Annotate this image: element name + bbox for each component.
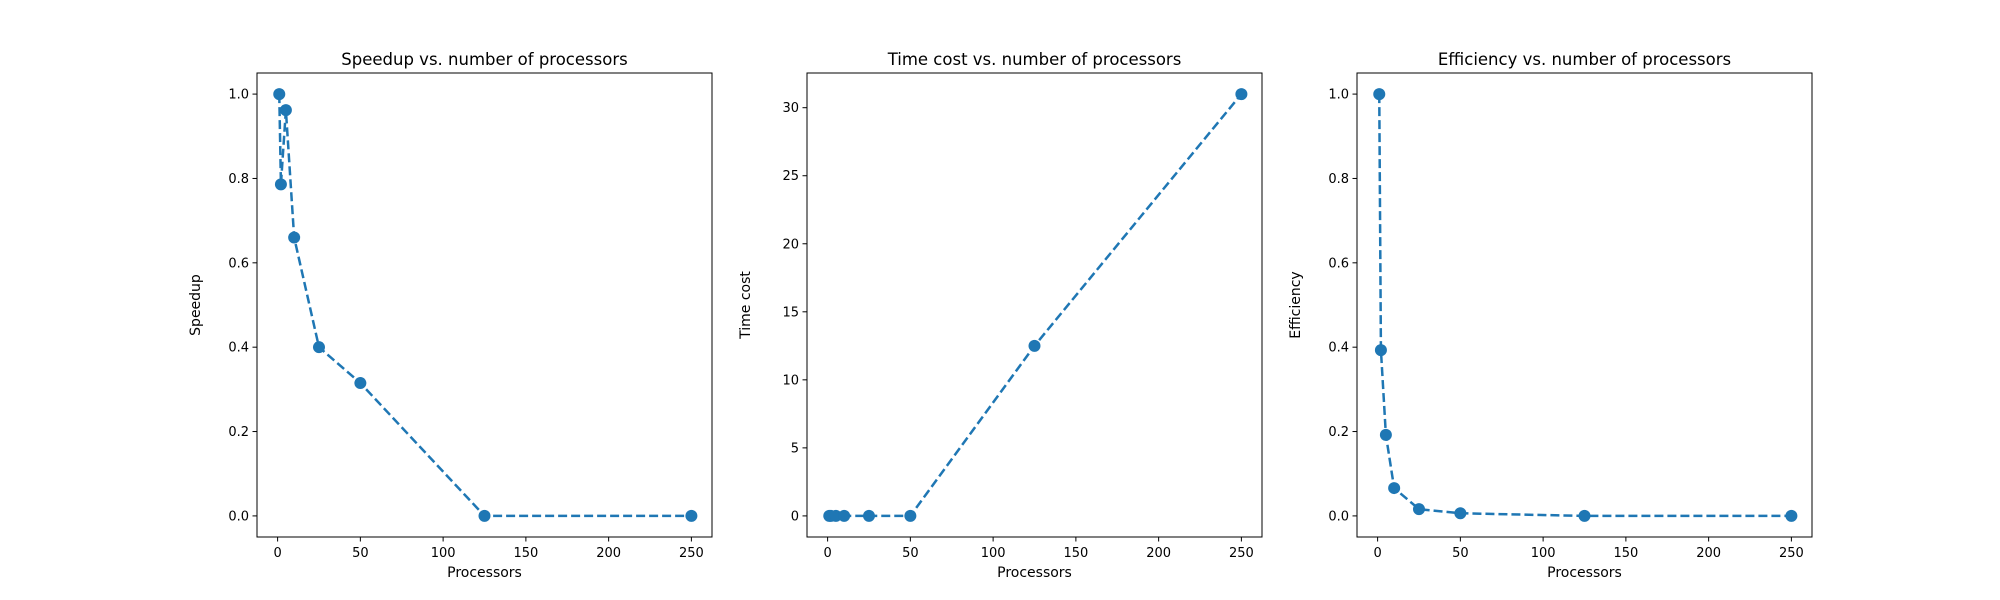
y-tick-label: 25 xyxy=(782,169,799,184)
y-tick-label: 0.4 xyxy=(1328,341,1349,356)
x-tick-label: 0 xyxy=(823,546,831,561)
data-point xyxy=(685,509,698,522)
data-point xyxy=(274,178,287,191)
data-point xyxy=(354,377,367,390)
x-tick-label: 100 xyxy=(431,546,456,561)
series-line xyxy=(1378,94,1792,518)
plot-frame xyxy=(256,72,713,538)
y-tick-label: 0.8 xyxy=(228,172,249,187)
data-point xyxy=(1028,339,1041,352)
x-tick-label: 50 xyxy=(1452,546,1469,561)
x-tick-label: 200 xyxy=(1146,546,1171,561)
data-point xyxy=(862,509,875,522)
x-tick-label: 50 xyxy=(902,546,919,561)
data-point xyxy=(829,509,842,522)
y-tick-label: 20 xyxy=(782,237,799,252)
data-point xyxy=(273,88,286,101)
y-tick-label: 0.0 xyxy=(228,509,249,524)
y-axis-label: Efficiency xyxy=(1288,271,1304,338)
x-tick-label: 250 xyxy=(679,546,704,561)
x-tick-label: 100 xyxy=(981,546,1006,561)
y-tick-label: 0.2 xyxy=(228,425,249,440)
subplot-speedup: Speedup vs. number of processors Process… xyxy=(188,50,713,581)
data-point xyxy=(1785,509,1798,522)
y-tick-label: 0.0 xyxy=(1328,509,1349,524)
x-tick-label: 150 xyxy=(1613,546,1638,561)
chart-title: Speedup vs. number of processors xyxy=(341,50,627,69)
x-tick-label: 200 xyxy=(596,546,621,561)
plot-frame xyxy=(1356,72,1813,538)
x-tick-label: 50 xyxy=(352,546,369,561)
y-tick-label: 15 xyxy=(782,305,799,320)
subplot-efficiency: Efficiency vs. number of processors Proc… xyxy=(1288,50,1813,581)
chart-marks: 0 50 100 150 200 250 0.0 0.2 0.4 0.6 0.8 1.0 xyxy=(1328,88,1803,561)
data-point xyxy=(312,341,325,354)
y-axis-label: Speedup xyxy=(188,274,204,336)
x-axis-label: Processors xyxy=(1547,565,1622,581)
subplot-time-cost: Time cost vs. number of processors Proce… xyxy=(738,50,1263,581)
plot-frame xyxy=(806,72,1263,538)
y-tick-label: 0.6 xyxy=(228,256,249,271)
data-point xyxy=(1454,507,1467,520)
y-axis-label: Time cost xyxy=(738,271,754,340)
y-tick-label: 10 xyxy=(782,373,799,388)
data-point xyxy=(1374,344,1387,357)
x-tick-label: 250 xyxy=(1779,546,1804,561)
x-tick-label: 250 xyxy=(1229,546,1254,561)
y-tick-label: 0.2 xyxy=(1328,425,1349,440)
data-point xyxy=(1373,88,1386,101)
y-tick-label: 0.4 xyxy=(228,341,249,356)
data-point xyxy=(1412,503,1425,516)
y-tick-label: 1.0 xyxy=(228,88,249,103)
x-axis-label: Processors xyxy=(447,565,522,581)
x-axis-label: Processors xyxy=(997,565,1072,581)
data-point xyxy=(1388,482,1401,495)
y-tick-label: 1.0 xyxy=(1328,88,1349,103)
data-point xyxy=(288,231,301,244)
chart-title: Efficiency vs. number of processors xyxy=(1438,50,1731,69)
chart-title: Time cost vs. number of processors xyxy=(887,50,1182,69)
y-tick-label: 0.6 xyxy=(1328,256,1349,271)
data-point xyxy=(478,509,491,522)
data-point xyxy=(1578,509,1591,522)
chart-marks: 0 50 100 150 200 250 0.0 0.2 0.4 0.6 0.8 1.0 xyxy=(228,88,703,561)
data-point xyxy=(1235,88,1248,101)
y-tick-label: 0 xyxy=(791,509,799,524)
y-tick-label: 0.8 xyxy=(1328,172,1349,187)
y-tick-label: 30 xyxy=(782,101,799,116)
x-tick-label: 0 xyxy=(1373,546,1381,561)
chart-marks: 0 50 100 150 200 250 0 5 10 15 20 25 30 xyxy=(782,88,1254,561)
series-line xyxy=(278,94,692,518)
data-point xyxy=(904,509,917,522)
x-tick-label: 200 xyxy=(1696,546,1721,561)
x-tick-label: 150 xyxy=(513,546,538,561)
data-point xyxy=(838,509,851,522)
x-tick-label: 0 xyxy=(273,546,281,561)
data-point xyxy=(279,104,292,117)
x-tick-label: 150 xyxy=(1063,546,1088,561)
data-point xyxy=(1379,428,1392,441)
x-tick-label: 100 xyxy=(1531,546,1556,561)
y-tick-label: 5 xyxy=(791,441,799,456)
